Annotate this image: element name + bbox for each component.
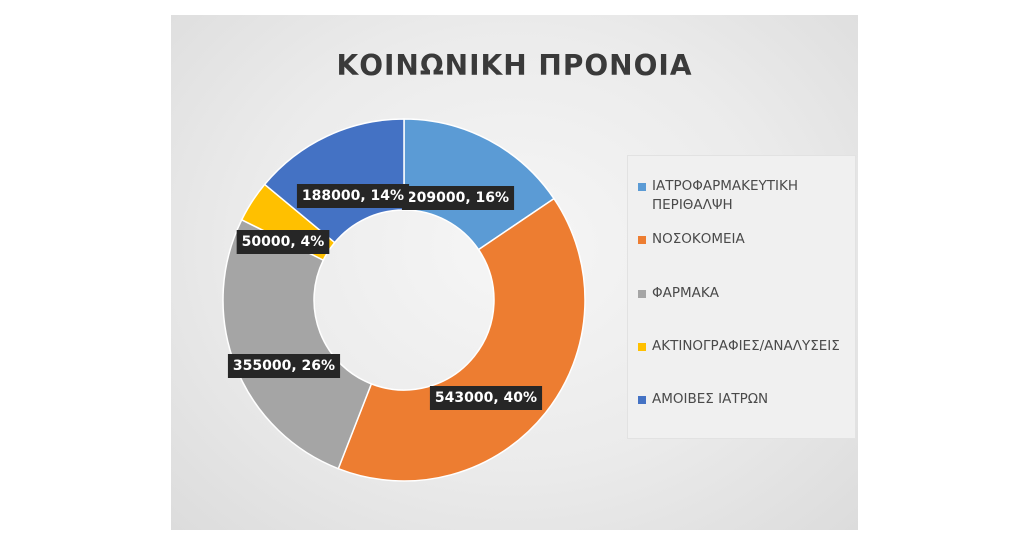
data-label-text-4: 50000, 4% xyxy=(242,234,325,250)
donut-chart: 209000, 16% 543000, 40% 355000, 26% 50000, … xyxy=(222,118,586,482)
legend-item-2: ΝΟΣΟΚΟΜΕΙΑ xyxy=(638,230,852,249)
legend-swatch-4 xyxy=(638,343,646,351)
legend-label-2: ΝΟΣΟΚΟΜΕΙΑ xyxy=(652,231,745,247)
data-label-box-3 xyxy=(227,354,341,378)
data-label-text-1: 209000, 16% xyxy=(407,190,509,206)
legend-label-4: ΑΚΤΙΝΟΓΡΑΦΙΕΣ/ΑΝΑΛΥΣΕΙΣ xyxy=(652,338,840,354)
legend-item-4: ΑΚΤΙΝΟΓΡΑΦΙΕΣ/ΑΝΑΛΥΣΕΙΣ xyxy=(638,337,852,356)
legend-item-1: ΙΑΤΡΟΦΑΡΜΑΚΕΥΤΙΚΗ ΠΕΡΙΘΑΛΨΗ xyxy=(638,177,852,215)
chart-area: ΚΟΙΝΩΝΙΚΗ ΠΡΟΝΟΙΑ 209000, 16% 543000, 40%… xyxy=(171,15,858,530)
legend: ΙΑΤΡΟΦΑΡΜΑΚΕΥΤΙΚΗ ΠΕΡΙΘΑΛΨΗ ΝΟΣΟΚΟΜΕΙΑ ΦΑΡ… xyxy=(627,155,856,439)
chart-title: ΚΟΙΝΩΝΙΚΗ ΠΡΟΝΟΙΑ xyxy=(336,49,693,82)
data-label-2: 543000, 40% xyxy=(429,386,543,410)
legend-swatch-2 xyxy=(638,236,646,244)
data-label-box-2 xyxy=(429,386,543,410)
legend-swatch-5 xyxy=(638,396,646,404)
slice-5 xyxy=(263,118,405,244)
legend-label-3: ΦΑΡΜΑΚΑ xyxy=(652,285,719,301)
data-label-1: 209000, 16% xyxy=(401,186,515,210)
data-label-box-1 xyxy=(401,186,515,210)
data-label-box-4 xyxy=(236,230,330,254)
legend-swatch-1 xyxy=(638,183,646,191)
data-label-3: 355000, 26% xyxy=(227,354,341,378)
slice-3 xyxy=(222,218,373,470)
data-label-box-5 xyxy=(296,184,410,208)
data-label-4: 50000, 4% xyxy=(236,230,330,254)
legend-swatch-3 xyxy=(638,290,646,298)
data-label-text-3: 355000, 26% xyxy=(233,358,335,374)
data-label-text-5: 188000, 14% xyxy=(302,188,404,204)
slice-2 xyxy=(337,197,586,482)
legend-item-5: ΑΜΟΙΒΕΣ ΙΑΤΡΩΝ xyxy=(638,390,852,409)
legend-label-1: ΙΑΤΡΟΦΑΡΜΑΚΕΥΤΙΚΗ ΠΕΡΙΘΑΛΨΗ xyxy=(652,178,798,213)
data-label-5: 188000, 14% xyxy=(296,184,410,208)
legend-item-3: ΦΑΡΜΑΚΑ xyxy=(638,284,852,303)
legend-label-5: ΑΜΟΙΒΕΣ ΙΑΤΡΩΝ xyxy=(652,391,769,407)
data-label-text-2: 543000, 40% xyxy=(435,390,537,406)
